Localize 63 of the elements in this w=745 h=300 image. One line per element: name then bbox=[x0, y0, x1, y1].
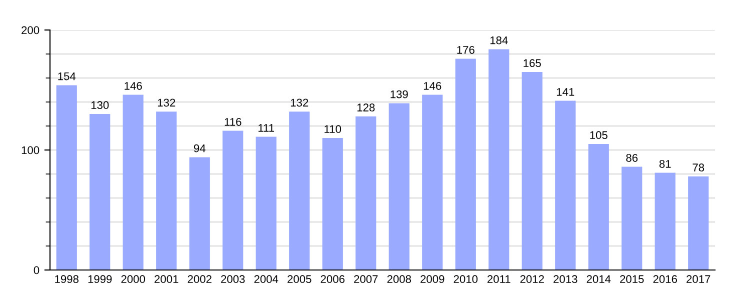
bar bbox=[654, 172, 676, 270]
bar bbox=[122, 94, 144, 270]
y-tick-label: 0 bbox=[34, 266, 40, 274]
data-label: 165 bbox=[524, 59, 541, 68]
bar bbox=[189, 157, 210, 270]
y-tick-label: 100 bbox=[22, 146, 40, 154]
data-label: 128 bbox=[357, 104, 375, 112]
bar bbox=[488, 49, 510, 270]
bar bbox=[90, 114, 110, 270]
data-label: 176 bbox=[457, 46, 474, 54]
x-tick-label: 2002 bbox=[188, 275, 212, 284]
x-tick-label: 2015 bbox=[620, 275, 644, 284]
bar bbox=[56, 85, 77, 270]
bar bbox=[322, 138, 343, 270]
data-label: 86 bbox=[626, 154, 638, 162]
bar bbox=[422, 94, 443, 270]
x-tick-label: 2008 bbox=[387, 275, 411, 284]
data-label: 146 bbox=[424, 82, 442, 90]
x-tick-label: 2011 bbox=[487, 275, 510, 284]
x-tick-label: 2000 bbox=[121, 275, 146, 284]
data-label: 110 bbox=[324, 125, 342, 134]
data-label: 132 bbox=[290, 98, 308, 107]
x-tick-label: 2013 bbox=[554, 275, 578, 284]
x-tick-label: 1998 bbox=[55, 275, 78, 284]
bar bbox=[688, 176, 709, 270]
x-tick-label: 2005 bbox=[288, 275, 312, 284]
x-tick-label: 2010 bbox=[454, 275, 478, 284]
bar bbox=[222, 130, 244, 270]
bar bbox=[588, 144, 609, 270]
data-label: 139 bbox=[390, 90, 408, 98]
data-label: 94 bbox=[194, 144, 206, 152]
bar bbox=[388, 103, 410, 270]
bar bbox=[522, 72, 542, 270]
x-tick-label: 2016 bbox=[653, 275, 677, 284]
bar bbox=[555, 100, 576, 270]
data-label: 111 bbox=[258, 124, 274, 132]
bar bbox=[289, 112, 310, 270]
x-tick-label: 1999 bbox=[88, 275, 112, 284]
data-label: 141 bbox=[556, 88, 574, 96]
x-tick-label: 2009 bbox=[420, 275, 444, 284]
x-tick-label: 2001 bbox=[154, 275, 178, 284]
x-tick-label: 2006 bbox=[320, 275, 344, 284]
data-label: 184 bbox=[490, 36, 508, 44]
x-tick-label: 2017 bbox=[686, 275, 710, 284]
data-label: 81 bbox=[659, 160, 671, 168]
data-label: 78 bbox=[692, 164, 704, 172]
bar bbox=[622, 166, 642, 270]
x-tick-label: 2004 bbox=[254, 275, 278, 284]
data-label: 154 bbox=[58, 72, 76, 80]
x-tick-label: 2007 bbox=[354, 275, 378, 284]
bar bbox=[156, 112, 177, 270]
data-label: 130 bbox=[91, 101, 109, 110]
bar bbox=[256, 136, 276, 270]
x-tick-label: 2014 bbox=[586, 275, 611, 284]
data-label: 146 bbox=[124, 82, 142, 90]
x-tick-label: 2012 bbox=[520, 275, 544, 284]
data-label: 132 bbox=[158, 98, 176, 107]
bar bbox=[455, 58, 476, 270]
y-tick-label: 200 bbox=[22, 26, 40, 34]
data-label: 116 bbox=[224, 118, 242, 126]
data-label: 105 bbox=[590, 131, 608, 140]
bar bbox=[356, 116, 376, 270]
x-tick-label: 2003 bbox=[221, 275, 245, 284]
